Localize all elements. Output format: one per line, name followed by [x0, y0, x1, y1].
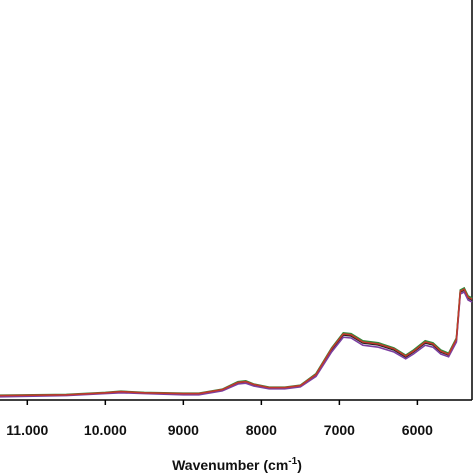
x-tick-label: 6000 [402, 422, 433, 438]
spectrum-line [0, 290, 473, 398]
x-tick-label: 10.000 [84, 422, 127, 438]
x-axis-label-sup: -1 [288, 456, 297, 467]
x-axis-label-text: Wavenumber (cm [172, 457, 288, 473]
spectrum-line [0, 288, 473, 397]
x-tick-label: 7000 [324, 422, 355, 438]
x-tick-label: 11.000 [6, 422, 48, 438]
x-tick-label: 9000 [168, 422, 199, 438]
x-tick-label: 8000 [246, 422, 277, 438]
spectrum-line [0, 288, 473, 397]
x-axis-label: Wavenumber (cm-1) [172, 456, 302, 473]
spectrum-line [0, 286, 473, 396]
x-axis-label-suffix: ) [297, 457, 302, 473]
